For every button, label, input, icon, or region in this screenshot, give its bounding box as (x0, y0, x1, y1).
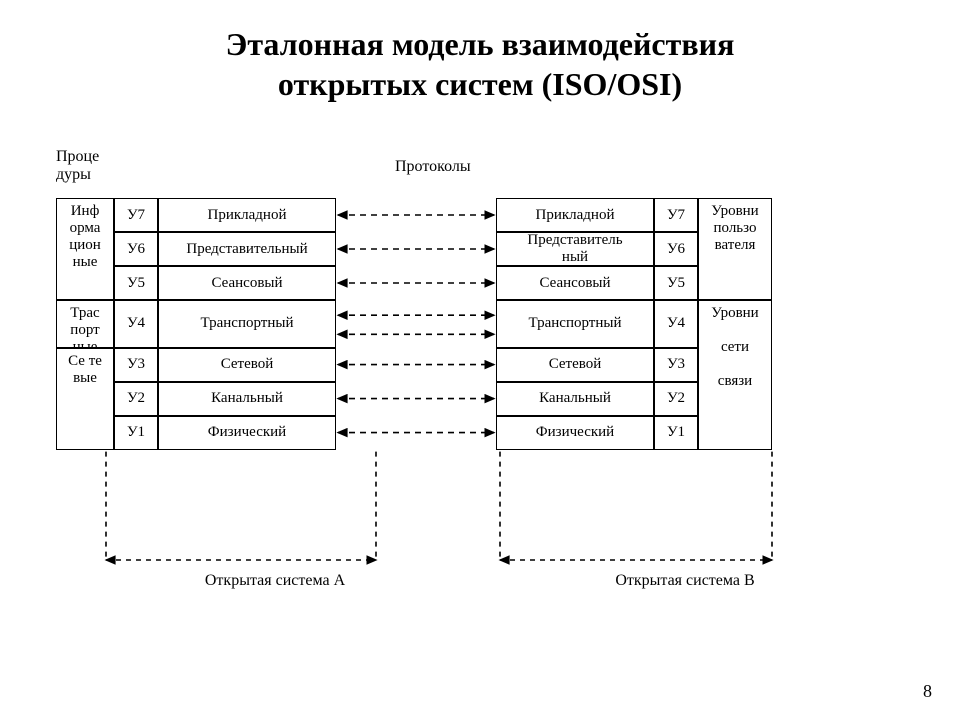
system-brackets (0, 0, 960, 720)
page-number: 8 (923, 681, 932, 702)
system-a-label: Открытая система А (150, 572, 400, 590)
system-b-label: Открытая система В (560, 572, 810, 590)
